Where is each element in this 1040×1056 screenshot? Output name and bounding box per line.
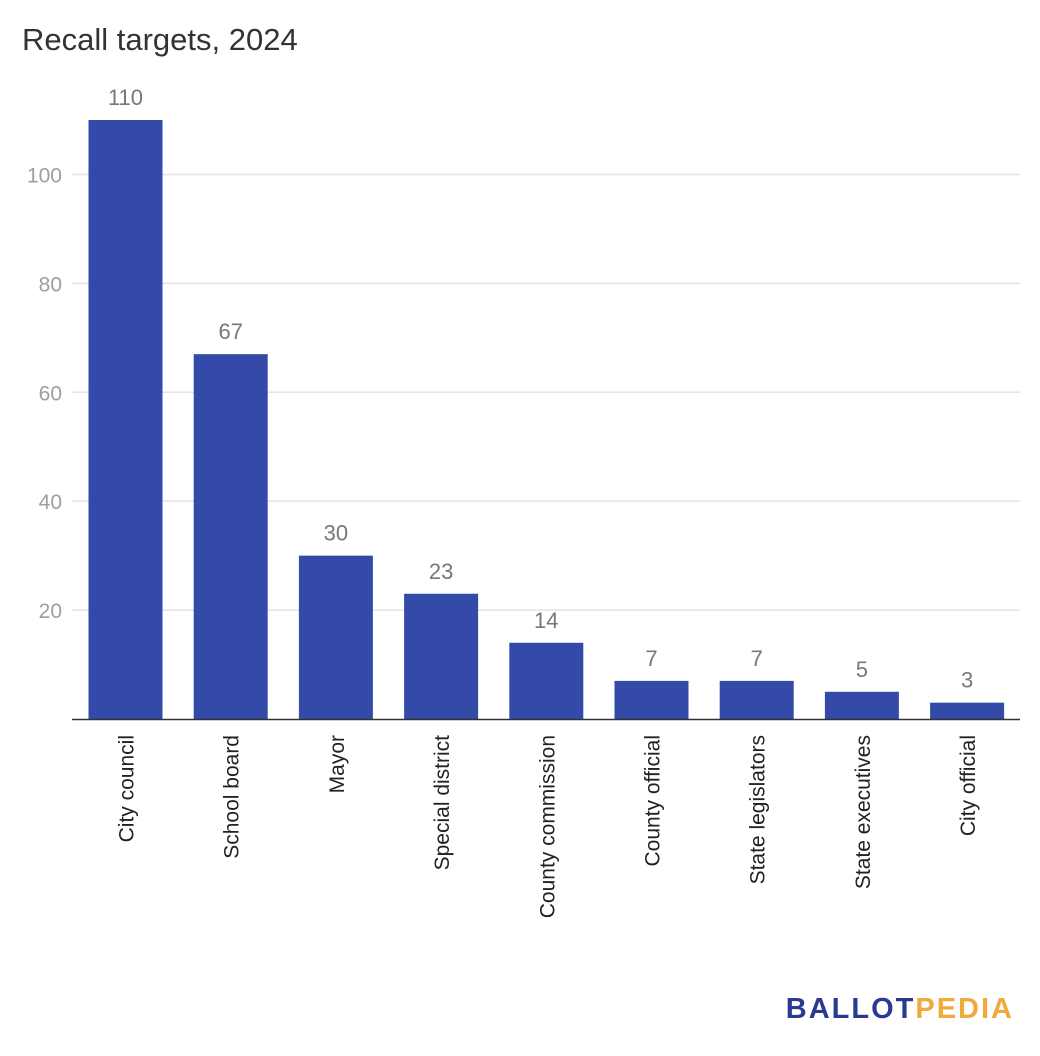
data-label: 3 [961,668,973,693]
x-tick-label: State legislators [747,735,770,884]
data-label: 110 [108,85,143,110]
data-label: 5 [856,657,868,682]
y-tick-label: 80 [39,273,62,296]
y-tick-label: 100 [27,164,62,187]
x-tick-label: City council [116,735,139,842]
bar [614,680,689,719]
y-tick-label: 60 [39,382,62,405]
bar [930,702,1005,719]
y-tick-label: 40 [39,491,62,514]
x-tick-label: Mayor [326,735,349,793]
x-tick-label: County commission [536,735,559,918]
ballotpedia-logo: BALLOTPEDIA [786,993,1014,1026]
data-label: 30 [324,521,348,546]
bar [88,120,163,719]
x-tick-label: State executives [852,735,875,889]
bar [719,680,794,719]
data-label: 67 [218,319,242,344]
data-label: 7 [645,646,657,671]
bar [193,354,268,719]
data-label: 14 [534,608,558,633]
chart-title: Recall targets, 2024 [22,22,298,57]
logo-part-pedia: PEDIA [915,993,1014,1025]
x-tick-label: Special district [431,735,454,871]
data-label: 7 [751,646,763,671]
bar [404,593,479,719]
y-tick-label: 20 [39,600,62,623]
x-tick-label: City official [957,735,980,836]
bar [298,555,373,719]
data-label: 23 [429,559,453,584]
x-tick-label: County official [642,735,665,867]
bar [509,642,584,719]
x-tick-label: School board [221,735,244,859]
bar [824,691,899,719]
logo-part-ballot: BALLOT [785,993,916,1025]
